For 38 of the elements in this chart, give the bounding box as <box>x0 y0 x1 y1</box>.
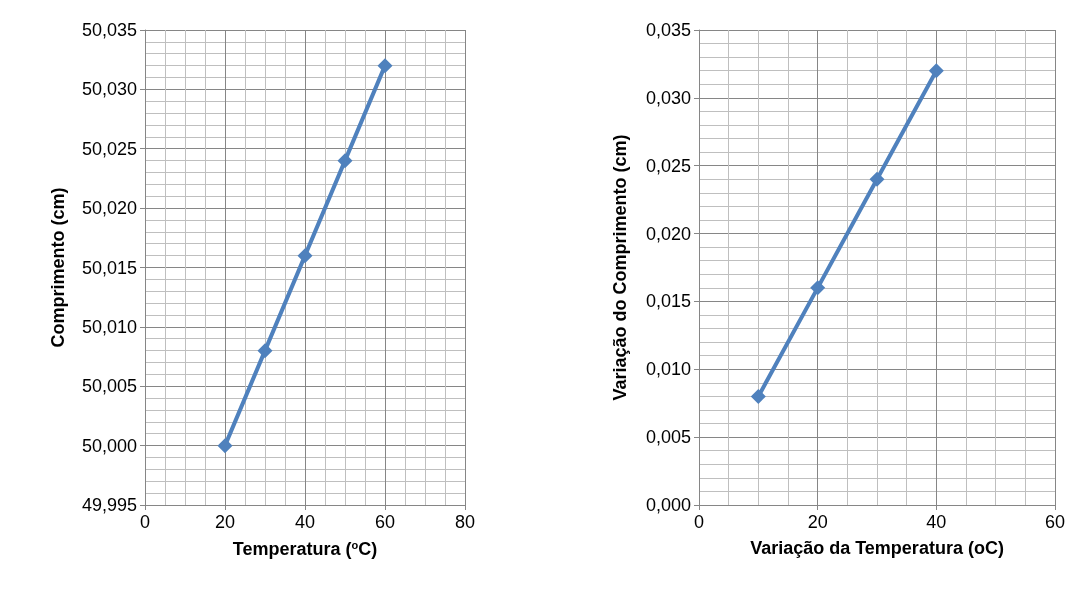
point <box>337 153 353 169</box>
y-tick-label: 0,025 <box>645 155 691 176</box>
x-tick-label: 60 <box>374 512 396 532</box>
y-tick-label: 0,030 <box>645 87 691 108</box>
y-tick-label: 50,035 <box>81 20 137 40</box>
y-tick-label: 0,000 <box>645 495 691 515</box>
point <box>928 63 944 79</box>
x-tick-label: 0 <box>693 512 705 532</box>
y-tick-label: 0,015 <box>645 291 691 312</box>
y-tick-label: 0,020 <box>645 223 691 244</box>
point <box>869 171 885 187</box>
y-tick-label: 50,020 <box>81 198 137 219</box>
y-tick-label: 50,010 <box>81 316 137 337</box>
x-tick-label: 0 <box>139 512 151 532</box>
y-axis-title: Variação do Comprimento (cm) <box>610 134 630 401</box>
x-tick-label: 60 <box>1044 512 1066 532</box>
y-tick-label: 50,030 <box>81 79 137 100</box>
y-tick-label: 0,005 <box>645 427 691 448</box>
y-tick-label: 50,025 <box>81 138 137 159</box>
x-tick-label: 80 <box>454 512 476 532</box>
y-tick-label: 49,995 <box>81 495 137 515</box>
y-tick-label: 50,015 <box>81 257 137 278</box>
y-tick-label: 50,000 <box>81 435 137 456</box>
x-tick-label: 20 <box>214 512 236 532</box>
point <box>377 58 393 74</box>
y-tick-label: 0,035 <box>645 20 691 40</box>
point <box>297 248 313 264</box>
point <box>810 280 826 296</box>
y-tick-label: 0,010 <box>645 359 691 380</box>
point <box>750 388 766 404</box>
y-tick-label: 50,005 <box>81 376 137 397</box>
x-tick-label: 40 <box>294 512 316 532</box>
x-tick-label: 40 <box>926 512 947 532</box>
y-axis-title: Comprimento (cm) <box>48 187 68 348</box>
x-axis-title: Variação da Temperatura (oC) <box>750 538 1004 558</box>
point <box>257 343 273 359</box>
x-tick-label: 20 <box>807 512 828 532</box>
point <box>217 438 233 454</box>
